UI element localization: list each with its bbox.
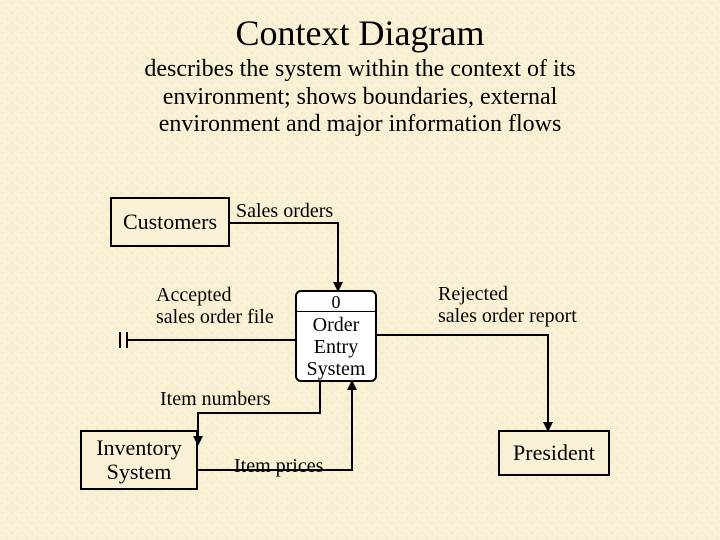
sales-orders-arrow [230, 223, 338, 290]
arrows-layer [0, 0, 720, 540]
item-numbers-arrow [198, 382, 320, 444]
item-prices-arrow [198, 382, 352, 470]
rejected-arrow [377, 335, 548, 430]
